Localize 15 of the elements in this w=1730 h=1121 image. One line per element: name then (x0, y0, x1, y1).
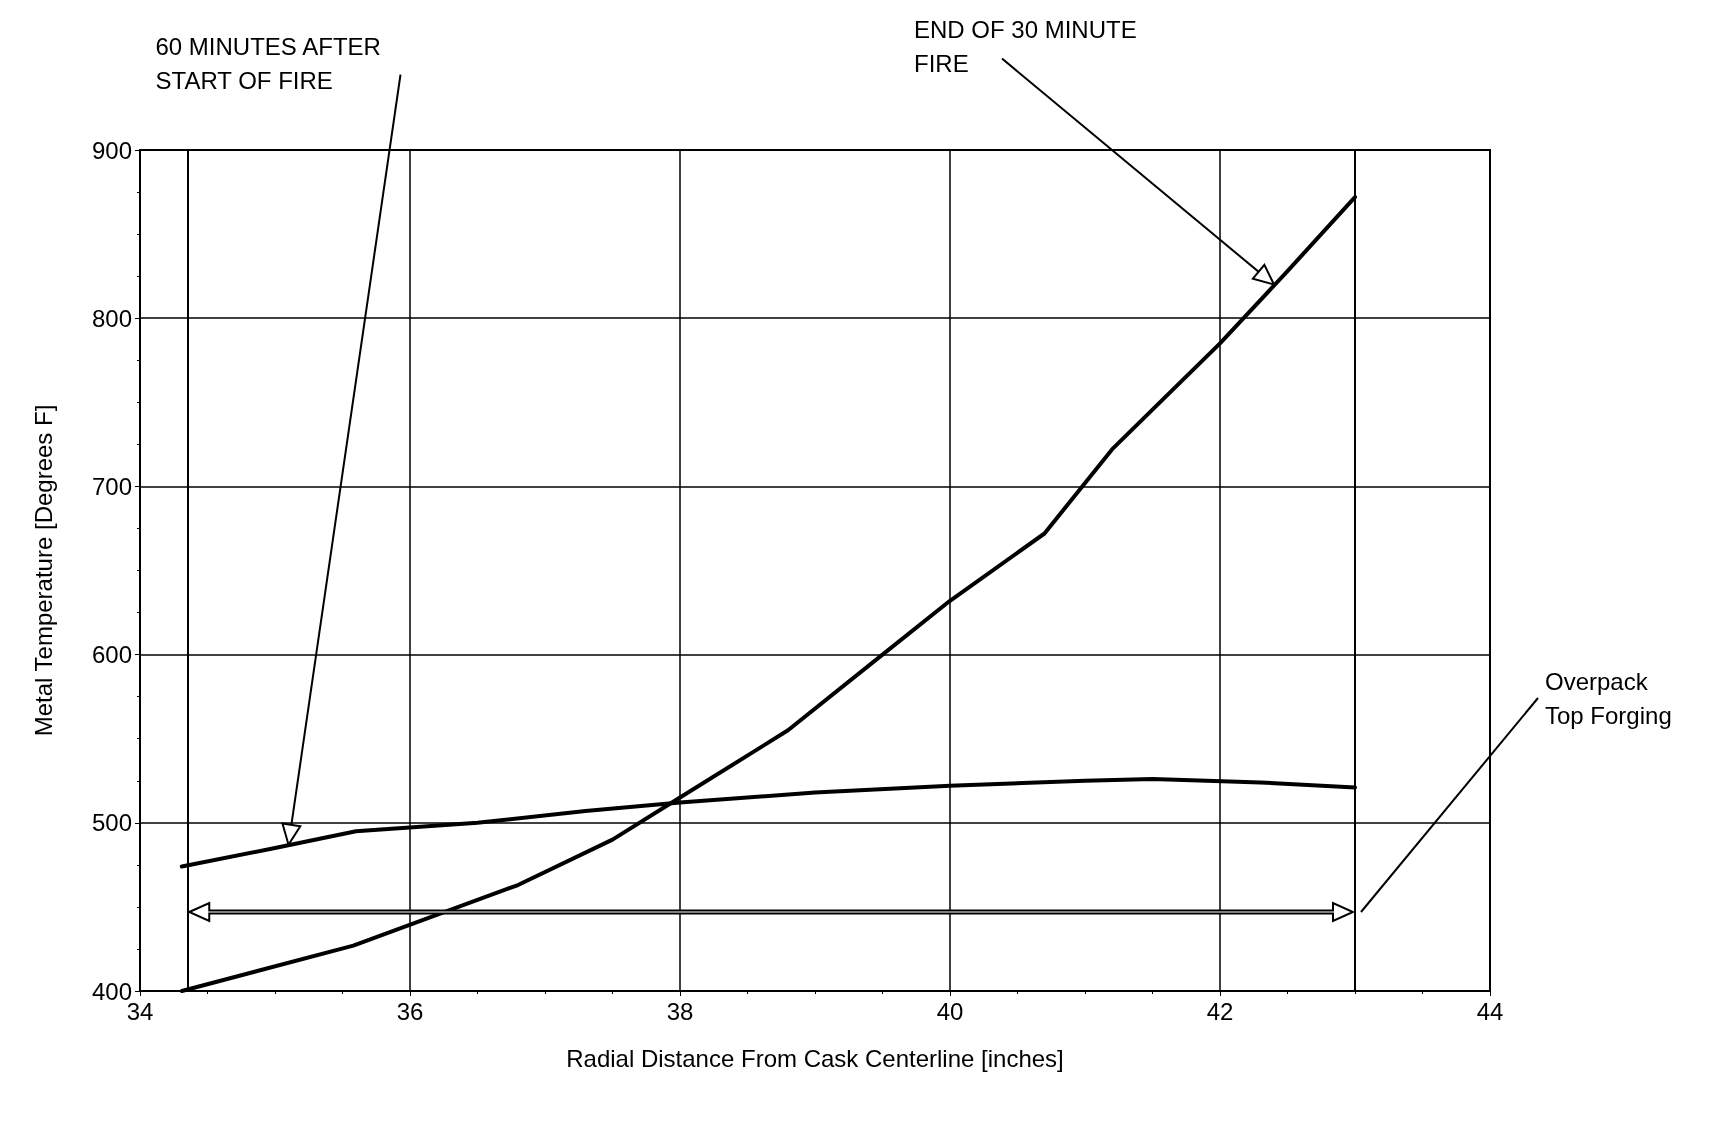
y-axis-title: Metal Temperature [Degrees F] (29, 404, 57, 737)
x-tick-label: 44 (1476, 997, 1504, 1025)
y-tick-label: 800 (91, 304, 132, 332)
text: Overpack Top Forging (1545, 667, 1672, 729)
x-tick-label: 36 (396, 997, 424, 1025)
y-tick-label: 500 (91, 809, 132, 837)
annotation: 60 MINUTES AFTER START OF FIRE (155, 33, 388, 95)
y-tick-label: 700 (91, 472, 132, 500)
x-axis-title: Radial Distance From Cask Centerline [inches] (566, 1044, 1064, 1072)
x-tick-label: 42 (1206, 997, 1234, 1025)
x-tick-label: 40 (936, 997, 964, 1025)
annotation: END OF 30 MINUTE FIRE (914, 16, 1144, 78)
y-tick-label: 900 (91, 136, 132, 164)
y-tick-label: 600 (91, 641, 132, 669)
x-tick-label: 38 (666, 997, 694, 1025)
